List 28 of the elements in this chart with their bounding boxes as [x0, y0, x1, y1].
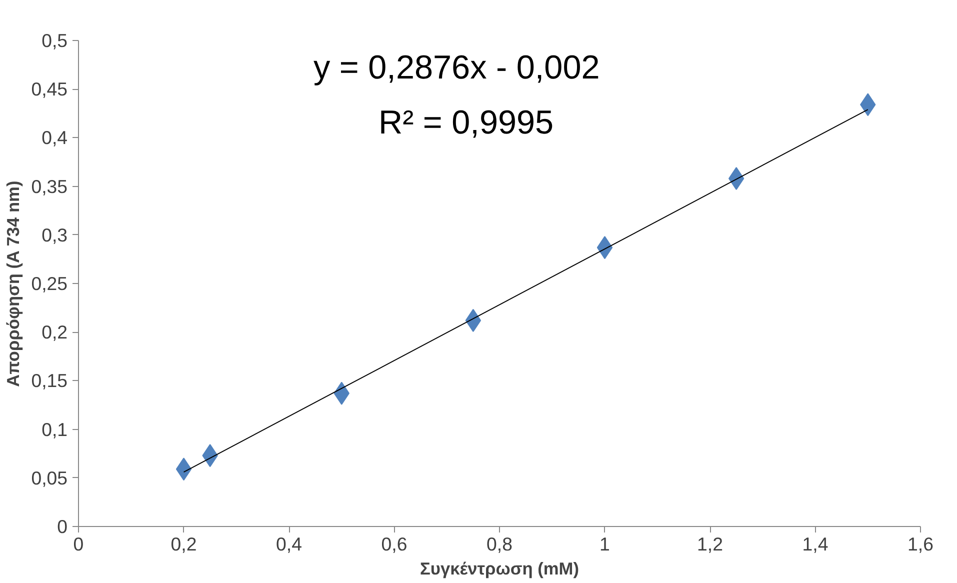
x-tick-label: 0,4 — [276, 534, 302, 554]
y-axis-title: Απορρόφηση (A 734 nm) — [3, 180, 24, 387]
y-tick-label: 0,5 — [42, 30, 68, 51]
x-tick-label: 1 — [600, 534, 610, 554]
y-tick-label: 0,35 — [31, 176, 68, 197]
y-tick-label: 0 — [57, 516, 68, 537]
y-tick-label: 0,1 — [42, 418, 68, 440]
y-tick-label: 0,3 — [42, 224, 68, 246]
point — [596, 236, 613, 260]
annotation: R² = 0,9995 — [378, 104, 554, 142]
y-tick-label: 0,2 — [42, 322, 68, 343]
x-tick-label: 0,6 — [381, 534, 408, 554]
x-tick-label: 0 — [73, 534, 84, 554]
y-tick-label: 0,15 — [31, 370, 68, 392]
y-tick-label: 0,4 — [42, 127, 68, 148]
point — [728, 167, 744, 190]
x-tick-label: 1,6 — [908, 534, 934, 554]
x-tick-label: 0,2 — [170, 534, 197, 554]
y-tick-label: 0,25 — [31, 273, 68, 294]
x-tick-label: 1,2 — [697, 534, 723, 554]
point — [465, 308, 482, 332]
x-tick-label: 1,4 — [802, 534, 828, 554]
point — [176, 458, 192, 481]
y-tick-label: 0,45 — [31, 78, 68, 100]
annotation: y = 0,2876x - 0,002 — [314, 50, 600, 86]
x-tick-label: 0,8 — [486, 534, 512, 554]
x-axis-title: Συγκέντρωση (mM) — [420, 558, 579, 578]
y-tick-label: 0,05 — [31, 467, 68, 488]
